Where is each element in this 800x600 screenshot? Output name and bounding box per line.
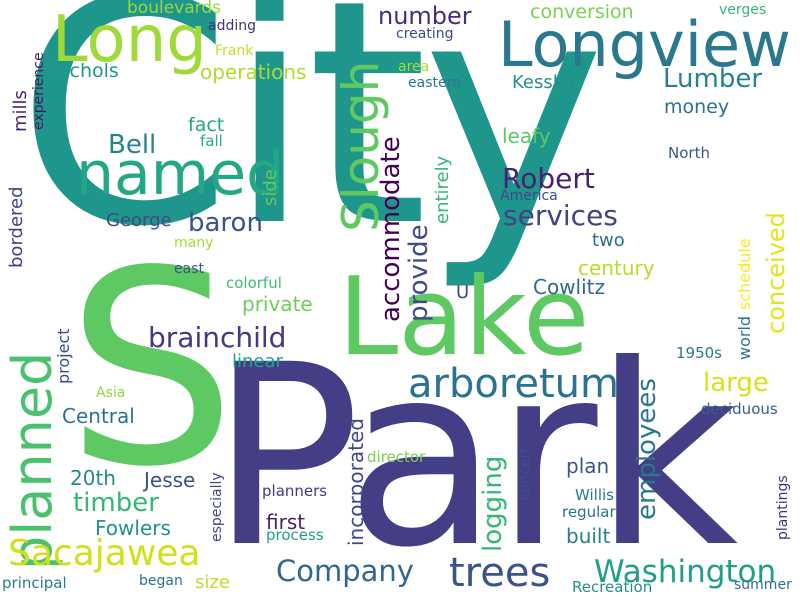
word-director: director	[367, 448, 426, 466]
word-fowlers: Fowlers	[95, 516, 171, 540]
word-schedule: schedule	[735, 238, 754, 310]
word-operations: operations	[200, 60, 307, 84]
word-size: size	[195, 572, 230, 593]
word-company: Company	[276, 554, 414, 588]
word-city: City	[16, 0, 606, 295]
word-lake: Lake	[338, 255, 590, 380]
word-willis: Willis	[575, 486, 614, 504]
word-planners: planners	[262, 482, 328, 500]
word-leafy: leafy	[502, 124, 551, 148]
word-creating: creating	[396, 26, 454, 42]
word-conceived: conceived	[762, 212, 790, 334]
word-robert: Robert	[502, 162, 595, 195]
word-regular: regular	[562, 503, 616, 521]
word-linear: linear	[232, 351, 283, 372]
word-trees: trees	[449, 550, 551, 596]
word-america: America	[500, 188, 558, 204]
word-verges: verges	[719, 2, 767, 18]
word-colorful: colorful	[226, 274, 282, 292]
word-private: private	[242, 292, 313, 316]
word-north: North	[668, 144, 710, 162]
word-timber: timber	[73, 488, 159, 518]
word-george: George	[106, 210, 172, 231]
word-century: century	[578, 256, 655, 280]
word-boulevards: boulevards	[127, 0, 221, 18]
word-cowlitz: Cowlitz	[533, 275, 606, 299]
word-lumber: Lumber	[663, 64, 763, 94]
word-two: two	[592, 230, 625, 251]
word-frank: Frank	[215, 43, 254, 59]
word-project: project	[54, 328, 73, 384]
word-built: built	[566, 524, 611, 548]
word-began: began	[139, 573, 183, 589]
word-large: large	[703, 368, 769, 398]
word-named: named	[76, 139, 285, 209]
word-brainchild: brainchild	[148, 321, 287, 354]
word-nichols: Nichols	[50, 60, 119, 82]
word-recreation: Recreation	[572, 578, 653, 596]
word-bell: Bell	[108, 130, 157, 160]
word-deciduous: deciduous	[701, 400, 778, 418]
word-u: U	[456, 282, 470, 303]
word-entirely: entirely	[432, 155, 453, 224]
word-arboretum: arboretum	[408, 361, 619, 407]
word-east: east	[174, 261, 204, 277]
word-services: services	[503, 199, 618, 232]
word-provide: provide	[404, 224, 434, 322]
word-20th: 20th	[70, 466, 116, 490]
word-especially: especially	[209, 472, 225, 542]
word-money: money	[664, 96, 730, 118]
word-jesse: Jesse	[144, 468, 196, 492]
word-process: process	[266, 526, 324, 544]
word-area: area	[398, 59, 430, 75]
word-long: Long	[52, 3, 207, 77]
word-fall: fall	[200, 132, 223, 150]
word-first: first	[266, 510, 306, 534]
word-employees: employees	[632, 378, 662, 520]
word-plan: plan	[566, 454, 610, 478]
word-asia: Asia	[96, 385, 126, 401]
word-mills: mills	[10, 90, 31, 132]
word-sacajawea: Sacajawea	[8, 533, 201, 574]
word-adding: adding	[208, 18, 257, 34]
word-baron: baron	[188, 208, 263, 238]
word-longview: Longview	[498, 8, 791, 81]
word-bordered: bordered	[6, 186, 27, 268]
word-1950s: 1950s	[676, 344, 722, 362]
word-incorporated: incorporated	[344, 418, 368, 546]
word-kessler: Kessler	[512, 72, 577, 93]
word-eastern: eastern	[408, 75, 461, 91]
word-washington: Washington	[594, 554, 777, 590]
word-concert: concert	[517, 447, 533, 500]
word-central: Central	[62, 404, 135, 428]
word-summer: summer	[734, 577, 792, 593]
word-many: many	[174, 235, 214, 251]
word-number: number	[378, 2, 472, 30]
word-plantings: plantings	[775, 475, 791, 540]
word-park: Park	[210, 311, 738, 600]
word-principal: principal	[2, 574, 67, 592]
word-conversion: conversion	[530, 1, 634, 23]
word-s: S	[66, 214, 237, 526]
word-logging: logging	[478, 455, 508, 552]
word-world: world	[735, 315, 754, 360]
word-side: side	[260, 169, 281, 206]
word-experience: experience	[31, 52, 47, 130]
word-accommodate: accommodate	[376, 136, 406, 322]
word-fact: fact	[188, 114, 225, 136]
